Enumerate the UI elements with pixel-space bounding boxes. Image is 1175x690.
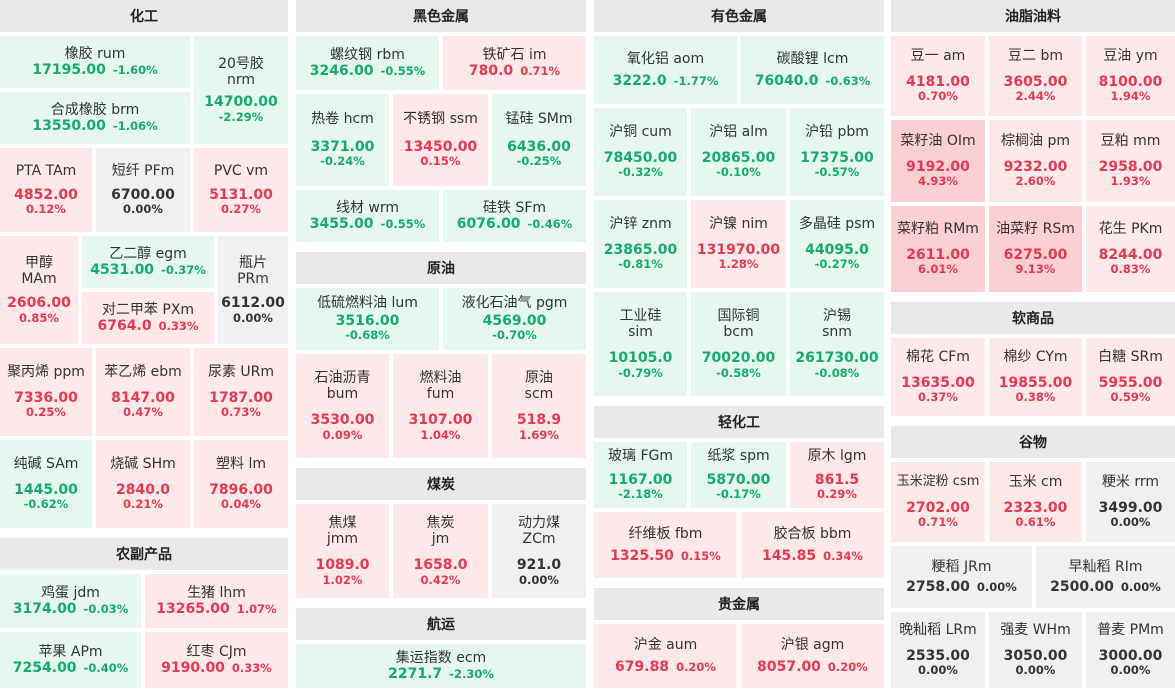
tile-fum[interactable]: 燃料油 fum 3107.00 1.04% [393, 354, 488, 458]
tile-brm[interactable]: 合成橡胶 brm 13550.00 -1.06% [0, 92, 190, 144]
tile-ssm[interactable]: 不锈钢 ssm 13450.00 0.15% [393, 94, 488, 186]
tile-hcm[interactable]: 热卷 hcm 3371.00 -0.24% [296, 94, 389, 186]
tile-jmm[interactable]: 焦煤 jmm 1089.0 1.02% [296, 504, 389, 598]
tile-pbm[interactable]: 沪铅 pbm 17375.00 -0.57% [790, 108, 884, 196]
tile-lrm[interactable]: 晚籼稻 LRm 2535.00 0.00% [891, 612, 985, 688]
tile-ecm[interactable]: 集运指数 ecm 2271.7 -2.30% [296, 644, 586, 688]
tile-im[interactable]: 铁矿石 im 780.0 0.71% [443, 36, 586, 90]
section-header-ferrous: 黑色金属 [296, 0, 586, 32]
tile-rum[interactable]: 橡胶 rum 17195.00 -1.60% [0, 36, 190, 88]
section-header-grains: 谷物 [891, 426, 1175, 458]
tile-smm[interactable]: 锰硅 SMm 6436.00 -0.25% [492, 94, 586, 186]
tile-cym[interactable]: 棉纱 CYm 19855.00 0.38% [989, 338, 1082, 416]
tile-spm[interactable]: 纸浆 spm 5870.00 -0.17% [691, 442, 786, 508]
tile-am[interactable]: 豆一 am 4181.00 0.70% [891, 36, 985, 116]
tile-ebm[interactable]: 苯乙烯 ebm 8147.00 0.47% [96, 348, 190, 436]
tile-egm[interactable]: 乙二醇 egm 4531.00 -0.37% [82, 236, 214, 288]
tile-oim[interactable]: 菜籽油 OIm 9192.00 4.93% [891, 120, 985, 202]
tile-rrm[interactable]: 粳米 rrm 3499.00 0.00% [1086, 462, 1175, 542]
tile-srm[interactable]: 白糖 SRm 5955.00 0.59% [1086, 338, 1175, 416]
tile-cum[interactable]: 沪铜 cum 78450.00 -0.32% [594, 108, 687, 196]
section-header-soft: 软商品 [891, 302, 1175, 334]
tile-vm[interactable]: PVC vm 5131.00 0.27% [194, 148, 288, 232]
tile-bm[interactable]: 豆二 bm 3605.00 2.44% [989, 36, 1082, 116]
section-header-shipping: 航运 [296, 608, 586, 640]
tile-rsm[interactable]: 油菜籽 RSm 6275.00 9.13% [989, 206, 1082, 292]
tile-nim[interactable]: 沪镍 nim 131970.00 1.28% [691, 200, 786, 288]
tile-zcm[interactable]: 动力煤 ZCm 921.0 0.00% [492, 504, 586, 598]
tile-jm[interactable]: 焦炭 jm 1658.0 0.42% [393, 504, 488, 598]
tile-lum[interactable]: 低硫燃料油 lum 3516.00 -0.68% [296, 288, 439, 350]
tile-apm[interactable]: 苹果 APm 7254.00 -0.40% [0, 632, 141, 688]
tile-tam[interactable]: PTA TAm 4852.00 0.12% [0, 148, 92, 232]
tile-bcm[interactable]: 国际铜 bcm 70020.00 -0.58% [691, 292, 786, 396]
tile-nrm[interactable]: 20号胶 nrm 14700.00 -2.29% [194, 36, 288, 144]
tile-snm[interactable]: 沪锡 snm 261730.00 -0.08% [790, 292, 884, 396]
tile-cm[interactable]: 玉米 cm 2323.00 0.61% [989, 462, 1082, 542]
tile-pfm[interactable]: 短纤 PFm 6700.00 0.00% [96, 148, 190, 232]
tile-bum[interactable]: 石油沥青 bum 3530.00 0.09% [296, 354, 389, 458]
tile-fgm[interactable]: 玻璃 FGm 1167.00 -2.18% [594, 442, 687, 508]
tile-ppm[interactable]: 聚丙烯 ppm 7336.00 0.25% [0, 348, 92, 436]
tile-sam[interactable]: 纯碱 SAm 1445.00 -0.62% [0, 440, 92, 528]
tile-znm[interactable]: 沪锌 znm 23865.00 -0.81% [594, 200, 687, 288]
section-header-chemical: 化工 [0, 0, 288, 32]
tile-pm[interactable]: 棕榈油 pm 9232.00 2.60% [989, 120, 1082, 202]
tile-psm[interactable]: 多晶硅 psm 44095.0 -0.27% [790, 200, 884, 288]
tile-mam[interactable]: 甲醇 MAm 2606.00 0.85% [0, 236, 78, 344]
tile-rbm[interactable]: 螺纹钢 rbm 3246.00 -0.55% [296, 36, 439, 90]
section-header-coal: 煤炭 [296, 468, 586, 500]
tile-cjm[interactable]: 红枣 CJm 9190.00 0.33% [145, 632, 288, 688]
section-header-oils: 油脂油料 [891, 0, 1175, 32]
tile-fbm[interactable]: 纤维板 fbm 1325.50 0.15% [594, 512, 737, 578]
tile-agm[interactable]: 沪银 agm 8057.00 0.20% [741, 624, 884, 688]
tile-sim[interactable]: 工业硅 sim 10105.0 -0.79% [594, 292, 687, 396]
section-header-light: 轻化工 [594, 406, 884, 438]
tile-lcm[interactable]: 碳酸锂 lcm 76040.0 -0.63% [741, 36, 884, 104]
tile-alm[interactable]: 沪铝 alm 20865.00 -0.10% [691, 108, 786, 196]
tile-jdm[interactable]: 鸡蛋 jdm 3174.00 -0.03% [0, 574, 141, 628]
tile-pgm[interactable]: 液化石油气 pgm 4569.00 -0.70% [443, 288, 586, 350]
tile-whm[interactable]: 强麦 WHm 3050.00 0.00% [989, 612, 1082, 688]
tile-prm[interactable]: 瓶片 PRm 6112.00 0.00% [218, 236, 288, 344]
tile-pxm[interactable]: 对二甲苯 PXm 6764.0 0.33% [82, 292, 214, 344]
tile-mm[interactable]: 豆粕 mm 2958.00 1.93% [1086, 120, 1175, 202]
tile-lm[interactable]: 塑料 lm 7896.00 0.04% [194, 440, 288, 528]
tile-scm[interactable]: 原油 scm 518.9 1.69% [492, 354, 586, 458]
tile-bbm[interactable]: 胶合板 bbm 145.85 0.34% [741, 512, 884, 578]
tile-jrm[interactable]: 粳稻 JRm 2758.00 0.00% [891, 546, 1032, 608]
tile-sfm[interactable]: 硅铁 SFm 6076.00 -0.46% [443, 190, 586, 242]
tile-rim[interactable]: 早籼稻 RIm 2500.00 0.00% [1036, 546, 1175, 608]
section-header-nonferrous: 有色金属 [594, 0, 884, 32]
tile-rmm[interactable]: 菜籽粕 RMm 2611.00 6.01% [891, 206, 985, 292]
tile-aum[interactable]: 沪金 aum 679.88 0.20% [594, 624, 737, 688]
tile-lgm[interactable]: 原木 lgm 861.5 0.29% [790, 442, 884, 508]
section-header-agri: 农副产品 [0, 538, 288, 570]
tile-cfm[interactable]: 棉花 CFm 13635.00 0.37% [891, 338, 985, 416]
tile-aom[interactable]: 氧化铝 aom 3222.0 -1.77% [594, 36, 737, 104]
section-header-precious: 贵金属 [594, 588, 884, 620]
tile-lhm[interactable]: 生猪 lhm 13265.00 1.07% [145, 574, 288, 628]
tile-pkm[interactable]: 花生 PKm 8244.00 0.83% [1086, 206, 1175, 292]
tile-pmm[interactable]: 普麦 PMm 3000.00 0.00% [1086, 612, 1175, 688]
tile-ym[interactable]: 豆油 ym 8100.00 1.94% [1086, 36, 1175, 116]
tile-urm[interactable]: 尿素 URm 1787.00 0.73% [194, 348, 288, 436]
tile-wrm[interactable]: 线材 wrm 3455.00 -0.55% [296, 190, 439, 242]
tile-shm[interactable]: 烧碱 SHm 2840.0 0.21% [96, 440, 190, 528]
tile-csm[interactable]: 玉米淀粉 csm 2702.00 0.71% [891, 462, 985, 542]
section-header-crude: 原油 [296, 252, 586, 284]
